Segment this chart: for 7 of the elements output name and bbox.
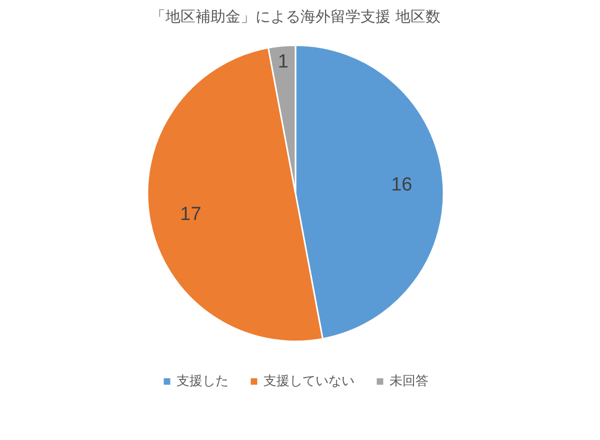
legend-label: 支援した — [176, 373, 228, 390]
data-label: 1 — [278, 52, 288, 73]
chart-title: 「地区補助金」による海外留学支援 地区数 — [150, 8, 440, 26]
data-label: 17 — [180, 204, 202, 225]
data-label: 16 — [391, 174, 412, 196]
legend-label: 支援していない — [264, 373, 354, 390]
legend-label: 未回答 — [390, 373, 428, 390]
